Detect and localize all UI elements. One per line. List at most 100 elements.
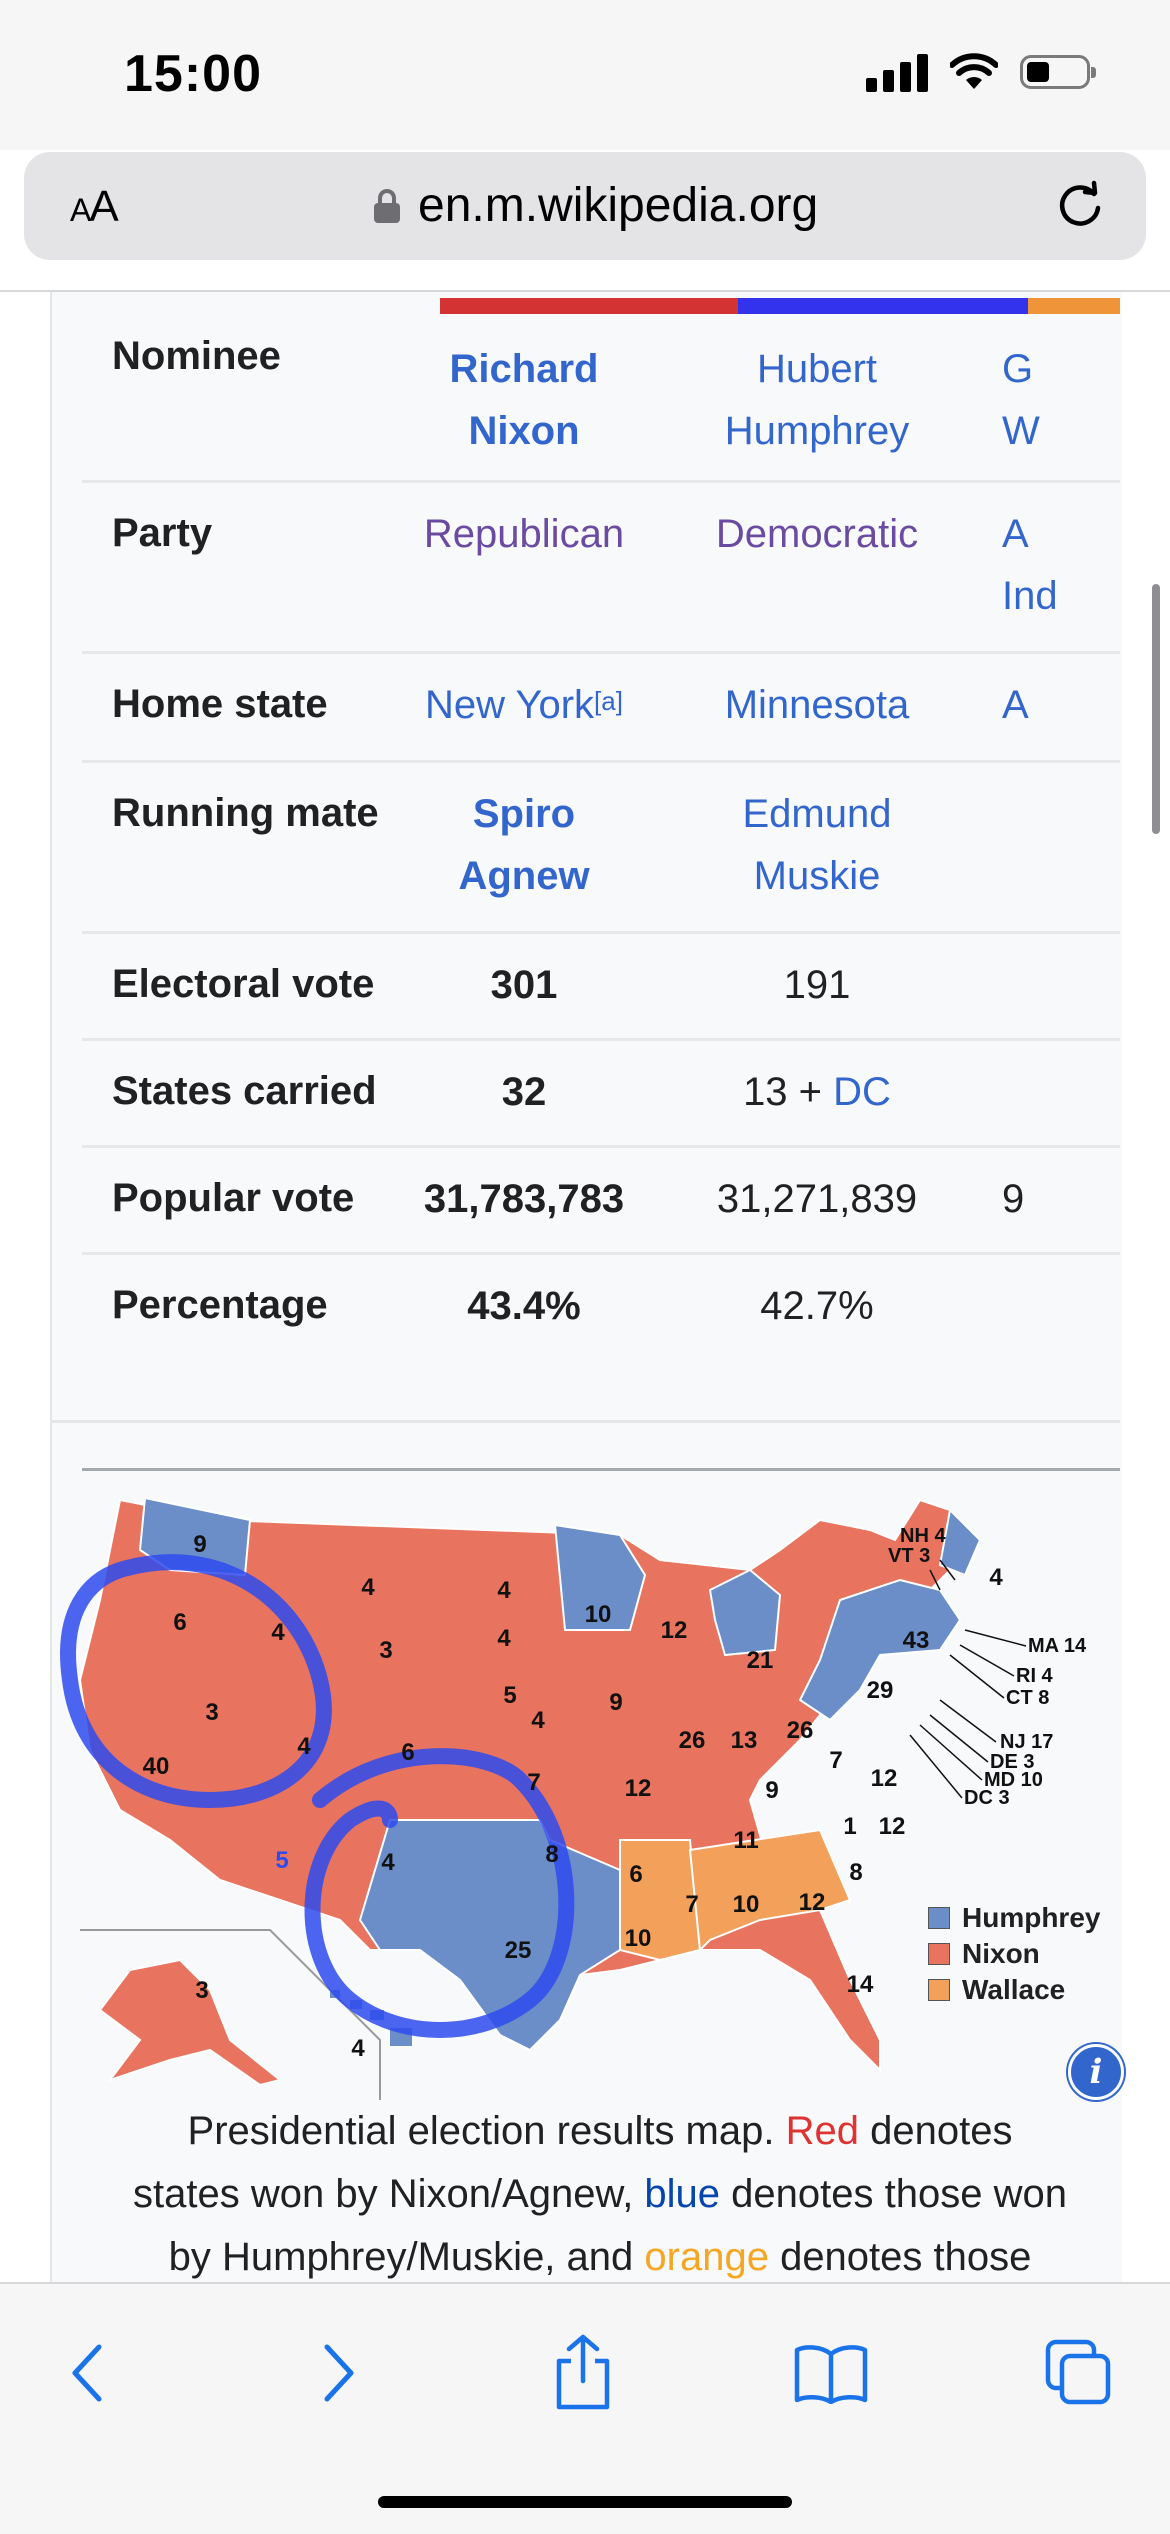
table-row: States carried 32 13 + DC xyxy=(82,1041,1120,1148)
map-state-label: 9 xyxy=(193,1531,206,1558)
map-state-label: 21 xyxy=(747,1647,774,1674)
row-label: Running mate xyxy=(112,791,379,835)
table-row: Running mate Spiro Agnew Edmund Muskie xyxy=(82,763,1120,934)
popular-vote-humphrey: 31,271,839 xyxy=(716,1177,918,1221)
map-caption: Presidential election results map. Red d… xyxy=(133,2109,1067,2279)
map-state-label: 7 xyxy=(829,1747,842,1774)
party-republican-link[interactable]: Republican xyxy=(423,512,625,556)
percentage-nixon: 43.4% xyxy=(467,1284,581,1328)
running-mate-muskie-link[interactable]: Edmund Muskie xyxy=(742,792,892,898)
map-state-label: 3 xyxy=(195,1977,208,2004)
map-state-label: 29 xyxy=(867,1677,894,1704)
browser-toolbar xyxy=(0,2282,1170,2534)
table-row: Popular vote 31,783,783 31,271,839 9 xyxy=(82,1148,1120,1255)
row-label: Percentage xyxy=(112,1283,328,1327)
map-state-label: 25 xyxy=(505,1937,532,1964)
map-state-label: 8 xyxy=(849,1859,862,1886)
map-state-label: 8 xyxy=(545,1841,558,1868)
scroll-indicator[interactable] xyxy=(1152,584,1160,834)
map-state-label: 12 xyxy=(625,1775,652,1802)
map-state-label: 7 xyxy=(685,1891,698,1918)
status-time: 15:00 xyxy=(124,45,262,103)
popular-vote-wallace: 9 xyxy=(1002,1177,1025,1221)
row-label: Party xyxy=(112,511,213,555)
map-state-label: 12 xyxy=(879,1813,906,1840)
home-state-third-link[interactable]: A xyxy=(1002,683,1029,727)
row-label: Nominee xyxy=(112,334,281,378)
map-annotation: CT 8 xyxy=(1006,1687,1049,1709)
map-state-label: 4 xyxy=(351,2035,365,2062)
map-state-label: 43 xyxy=(903,1627,930,1654)
toolbar-divider xyxy=(0,290,1170,292)
table-row: Percentage 43.4% 42.7% xyxy=(82,1255,1120,1359)
map-state-label: 26 xyxy=(679,1727,706,1754)
battery-icon xyxy=(1020,55,1096,89)
legend-item-nixon: Nixon xyxy=(928,1938,1100,1970)
forward-icon[interactable] xyxy=(294,2328,384,2418)
map-state-label: 3 xyxy=(379,1637,392,1664)
home-state-minnesota-link[interactable]: Minnesota xyxy=(724,683,910,727)
reader-text-size-button[interactable]: AA xyxy=(70,182,119,231)
reload-icon[interactable] xyxy=(1054,180,1106,232)
map-legend: Humphrey Nixon Wallace xyxy=(928,1902,1100,2010)
nominee-nixon-link[interactable]: Richard Nixon xyxy=(449,347,599,453)
table-row: Home state New York[a] Minnesota A xyxy=(82,654,1120,763)
percentage-humphrey: 42.7% xyxy=(760,1284,874,1328)
tabs-icon[interactable] xyxy=(1034,2328,1124,2418)
address-bar[interactable]: AA en.m.wikipedia.org xyxy=(24,152,1146,260)
map-state-label: 4 xyxy=(297,1733,311,1760)
info-icon[interactable]: i xyxy=(1068,2044,1124,2100)
map-state-label: 40 xyxy=(143,1753,170,1780)
map-state-label: 11 xyxy=(733,1827,758,1854)
map-state-label: 4 xyxy=(497,1577,511,1604)
party-independent-link[interactable]: A Ind xyxy=(1002,512,1058,618)
map-state-label: 7 xyxy=(527,1769,540,1796)
home-indicator xyxy=(378,2496,792,2508)
map-state-label: 5 xyxy=(503,1682,516,1709)
back-icon[interactable] xyxy=(42,2328,132,2418)
party-democratic-link[interactable]: Democratic xyxy=(715,512,919,556)
section-divider xyxy=(50,1420,1120,1423)
map-state-label: 4 xyxy=(381,1849,395,1876)
row-label: Home state xyxy=(112,682,328,726)
nominee-humphrey-link[interactable]: Hubert Humphrey xyxy=(724,347,910,453)
running-mate-agnew-link[interactable]: Spiro Agnew xyxy=(458,792,590,898)
wifi-icon xyxy=(950,53,998,89)
map-state-label: 13 xyxy=(731,1727,758,1754)
status-bar: 15:00 xyxy=(0,0,1170,150)
election-results-map[interactable]: 9 4 4 10 6 4 4 3 4 3 5 12 21 43 29 4 40 … xyxy=(60,1480,1120,2100)
map-state-label: 12 xyxy=(799,1889,826,1916)
share-icon[interactable] xyxy=(538,2328,628,2418)
map-state-label: 14 xyxy=(847,1971,874,1998)
map-state-label: 4 xyxy=(361,1574,375,1601)
row-label: Electoral vote xyxy=(112,962,375,1006)
map-state-label: 26 xyxy=(787,1717,814,1744)
electoral-vote-humphrey: 191 xyxy=(783,963,851,1007)
map-state-label: 9 xyxy=(609,1689,622,1716)
map-annotation: DC 3 xyxy=(964,1787,1010,1809)
table-row: Electoral vote 301 191 xyxy=(82,934,1120,1041)
map-state-label: 10 xyxy=(585,1601,612,1628)
map-state-label: 1 xyxy=(843,1813,856,1840)
url-text[interactable]: en.m.wikipedia.org xyxy=(418,179,819,232)
table-row: Party Republican Democratic A Ind xyxy=(82,483,1120,654)
map-state-label: 10 xyxy=(733,1891,760,1918)
map-annotation: MD 10 xyxy=(984,1769,1043,1791)
map-state-label: 3 xyxy=(205,1699,218,1726)
map-state-label: 12 xyxy=(661,1617,688,1644)
map-divider xyxy=(82,1468,1120,1471)
bookmarks-icon[interactable] xyxy=(786,2328,876,2418)
cellular-signal-icon xyxy=(866,52,928,92)
map-state-label: 5 xyxy=(275,1847,288,1874)
map-state-label: 6 xyxy=(629,1861,642,1888)
status-icons xyxy=(866,52,1096,92)
states-carried-nixon: 32 xyxy=(501,1070,547,1114)
home-state-newyork-link[interactable]: New York[a] xyxy=(425,683,623,727)
map-annotation: RI 4 xyxy=(1016,1665,1054,1687)
map-state-label: 9 xyxy=(765,1777,778,1804)
map-annotation: VT 3 xyxy=(888,1545,930,1567)
dc-link[interactable]: DC xyxy=(833,1070,891,1114)
map-state-label: 12 xyxy=(871,1765,898,1792)
